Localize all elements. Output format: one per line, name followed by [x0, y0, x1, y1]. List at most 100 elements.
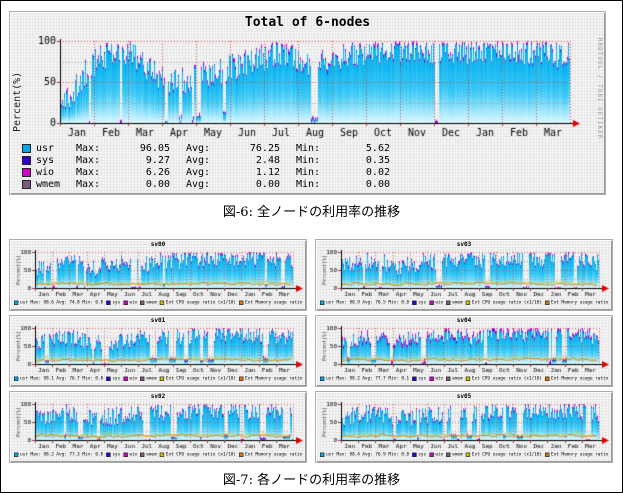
legend-row-sys: sys Max: 9.27 Avg: 2.48 Min: 0.35	[22, 154, 406, 166]
node-graph-plot-sv05	[319, 401, 611, 451]
node-graph-legend: usr Max: 98.2 Avg: 77.7 Min: 0.1 sys wio wm…	[320, 376, 615, 381]
node-graph-legend: usr Max: 98.9 Avg: 76.5 Min: 0.8 sys wio wm…	[320, 300, 615, 305]
legend-ext-cpu-label: Ext CPU usage ratio (x1/10)	[165, 300, 236, 305]
wio-swatch	[429, 452, 434, 457]
legend-usr-name: usr	[36, 142, 55, 154]
node-graph-sv03: sv03 usr Max: 98.9 Avg: 76.5 Min: 0.8 sys w…	[315, 239, 613, 311]
node-graph-legend: usr Max: 98.4 Avg: 76.9 Min: 0.8 sys wio wm…	[320, 452, 615, 457]
legend-wmem-label: wmem	[146, 376, 157, 381]
sys-swatch	[106, 376, 111, 381]
legend-wmem-label: wmem	[452, 300, 463, 305]
legend-wio-label: wio	[435, 300, 444, 305]
min-label: Min:	[296, 166, 321, 178]
legend-ext-cpu-label: Ext CPU usage ratio (x1/10)	[471, 376, 542, 381]
legend-ext-cpu-label: Ext CPU usage ratio (x1/10)	[165, 376, 236, 381]
wmem-swatch	[446, 452, 451, 457]
usr-swatch	[22, 143, 31, 153]
ext-cpu-swatch	[159, 300, 165, 305]
legend-sys-label: sys	[112, 300, 121, 305]
node-graph-legend: usr Max: 98.2 Avg: 77.3 Min: 0.8 sys wio wm…	[14, 452, 309, 457]
node-graph-title: sv02	[150, 393, 166, 400]
legend-usr-stats-label: usr Max: 98.2 Avg: 77.3 Min: 0.8	[20, 452, 104, 457]
wio-min-value: 0.02	[365, 166, 390, 178]
wio-swatch	[429, 300, 434, 305]
node-graph-legend: usr Max: 98.6 Avg: 74.8 Min: 0.8 sys wio wm…	[14, 300, 309, 305]
node-graph-sv02: sv02 usr Max: 98.2 Avg: 77.3 Min: 0.8 sys w…	[9, 391, 307, 463]
legend-ext-mem-label: Ext Memory usage ratio	[245, 452, 303, 457]
ext-mem-swatch	[544, 300, 550, 305]
legend-wio-label: wio	[129, 376, 138, 381]
sys-max-value: 9.27	[145, 154, 170, 166]
total-graph-title: Total of 6-nodes	[244, 15, 371, 30]
usr-stats-swatch	[14, 452, 19, 457]
legend-wmem-name: wmem	[36, 178, 61, 190]
avg-label: Avg:	[186, 154, 211, 166]
legend-usr-stats-label: usr Max: 98.6 Avg: 74.8 Min: 0.8	[20, 300, 104, 305]
wmem-swatch	[22, 179, 31, 189]
node-graphs-grid: sv00 usr Max: 98.6 Avg: 74.8 Min: 0.8 sys w…	[9, 239, 613, 463]
node-graph-plot-sv00	[13, 249, 305, 299]
usr-stats-swatch	[320, 376, 325, 381]
usr-stats-swatch	[320, 300, 325, 305]
legend-row-usr: usr Max: 96.05 Avg: 76.25 Min: 5.62	[22, 142, 406, 154]
legend-ext-mem-label: Ext Memory usage ratio	[245, 300, 303, 305]
total-graph-ylabel: Percent(%)	[12, 71, 23, 132]
usr-avg-value: 76.25	[249, 142, 280, 154]
node-graph-title: sv00	[150, 241, 166, 248]
wmem-swatch	[140, 300, 145, 305]
legend-usr-stats-label: usr Max: 98.2 Avg: 77.7 Min: 0.1	[326, 376, 410, 381]
node-graph-plot-sv01	[13, 325, 305, 375]
node-graph-plot-sv03	[319, 249, 611, 299]
legend-ext-mem-label: Ext Memory usage ratio	[551, 452, 609, 457]
max-label: Max:	[76, 166, 101, 178]
legend-ext-mem-label: Ext Memory usage ratio	[551, 300, 609, 305]
legend-wio-label: wio	[435, 452, 444, 457]
ext-mem-swatch	[544, 376, 550, 381]
legend-row-wmem: wmem Max: 0.00 Avg: 0.00 Min: 0.00	[22, 178, 406, 190]
ext-cpu-swatch	[159, 452, 165, 457]
ext-mem-swatch	[238, 452, 244, 457]
legend-row-wio: wio Max: 6.26 Avg: 1.12 Min: 0.02	[22, 166, 406, 178]
legend-ext-cpu-label: Ext CPU usage ratio (x1/10)	[165, 452, 236, 457]
total-graph: Total of 6-nodes RRDTOOL / TOBI OETIKER …	[9, 11, 606, 195]
node-graph-plot-sv02	[13, 401, 305, 451]
legend-wio-label: wio	[435, 376, 444, 381]
sys-swatch	[412, 300, 417, 305]
figure7-caption: 図-7: 各ノードの利用率の推移	[222, 473, 401, 488]
sys-swatch	[106, 300, 111, 305]
total-graph-legend: usr Max: 96.05 Avg: 76.25 Min: 5.62 sys …	[22, 142, 406, 190]
wmem-swatch	[446, 376, 451, 381]
legend-sys-label: sys	[418, 452, 427, 457]
ext-cpu-swatch	[465, 452, 471, 457]
wio-swatch	[123, 452, 128, 457]
node-graph-legend: usr Max: 98.1 Avg: 76.7 Min: 0.8 sys wio wm…	[14, 376, 309, 381]
legend-wio-label: wio	[129, 300, 138, 305]
min-label: Min:	[296, 154, 321, 166]
sys-avg-value: 2.48	[255, 154, 280, 166]
total-graph-plot	[24, 36, 596, 139]
legend-ext-mem-label: Ext Memory usage ratio	[551, 376, 609, 381]
ext-cpu-swatch	[465, 376, 471, 381]
usr-stats-swatch	[320, 452, 325, 457]
legend-wmem-label: wmem	[452, 452, 463, 457]
usr-max-value: 96.05	[139, 142, 170, 154]
node-graph-title: sv05	[456, 393, 472, 400]
ext-cpu-swatch	[159, 376, 165, 381]
node-graph-title: sv01	[150, 317, 166, 324]
ext-mem-swatch	[238, 376, 244, 381]
sys-min-value: 0.35	[365, 154, 390, 166]
legend-wio-label: wio	[129, 452, 138, 457]
usr-min-value: 5.62	[365, 142, 390, 154]
legend-sys-label: sys	[418, 376, 427, 381]
avg-label: Avg:	[186, 166, 211, 178]
figure6-caption: 図-6: 全ノードの利用率の推移	[222, 205, 401, 220]
wmem-max-value: 0.00	[145, 178, 170, 190]
legend-usr-stats-label: usr Max: 98.9 Avg: 76.5 Min: 0.8	[326, 300, 410, 305]
legend-ext-cpu-label: Ext CPU usage ratio (x1/10)	[471, 300, 542, 305]
legend-ext-cpu-label: Ext CPU usage ratio (x1/10)	[471, 452, 542, 457]
rrdtool-watermark: RRDTOOL / TOBI OETIKER	[596, 38, 603, 140]
wmem-swatch	[446, 300, 451, 305]
avg-label: Avg:	[186, 178, 211, 190]
legend-wmem-label: wmem	[146, 300, 157, 305]
legend-sys-name: sys	[36, 154, 55, 166]
